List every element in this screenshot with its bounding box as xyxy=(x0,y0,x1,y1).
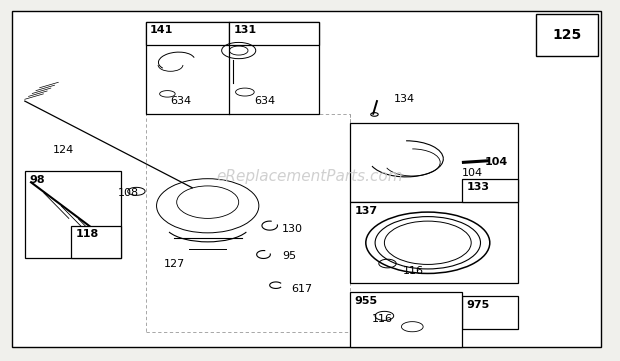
Bar xyxy=(462,179,518,202)
Text: 137: 137 xyxy=(355,206,378,216)
Bar xyxy=(25,171,121,258)
Text: 134: 134 xyxy=(394,94,415,104)
Text: 116: 116 xyxy=(403,266,424,276)
Text: 125: 125 xyxy=(552,28,582,42)
Text: 104: 104 xyxy=(462,168,483,178)
Text: 127: 127 xyxy=(164,258,185,269)
Bar xyxy=(462,296,518,329)
Bar xyxy=(350,292,462,347)
Text: 130: 130 xyxy=(282,224,303,234)
Bar xyxy=(146,114,350,332)
Text: 617: 617 xyxy=(291,284,312,294)
Text: 975: 975 xyxy=(466,300,490,310)
Bar xyxy=(229,22,319,45)
Text: 141: 141 xyxy=(150,25,174,35)
Text: 634: 634 xyxy=(254,96,275,106)
Bar xyxy=(350,123,518,202)
Text: eReplacementParts.com: eReplacementParts.com xyxy=(216,169,404,184)
Bar xyxy=(146,22,319,114)
Text: 104: 104 xyxy=(485,157,508,168)
Text: 634: 634 xyxy=(170,96,192,106)
Text: 133: 133 xyxy=(466,182,489,192)
Text: 118: 118 xyxy=(76,229,99,239)
Text: 98: 98 xyxy=(29,175,45,185)
Text: 116: 116 xyxy=(372,314,393,325)
Text: 124: 124 xyxy=(53,145,74,155)
Bar xyxy=(536,14,598,56)
Bar xyxy=(146,22,229,45)
Text: 95: 95 xyxy=(282,251,296,261)
Text: 131: 131 xyxy=(234,25,257,35)
Text: 955: 955 xyxy=(355,296,378,306)
Bar xyxy=(71,226,121,258)
Bar xyxy=(350,202,518,283)
Text: 108: 108 xyxy=(118,188,139,198)
